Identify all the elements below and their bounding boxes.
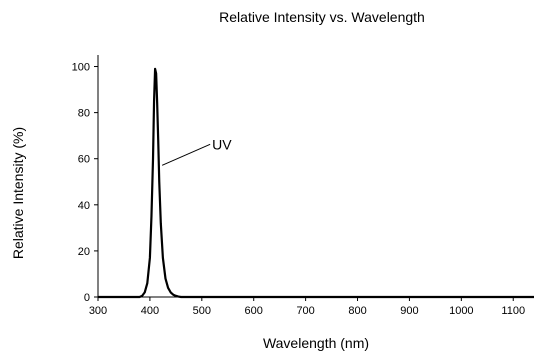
chart-title: Relative Intensity vs. Wavelength: [219, 9, 425, 25]
series-group: [98, 67, 534, 299]
y-axis-label: Relative Intensity (%): [10, 127, 26, 259]
y-tick-label: 60: [78, 154, 90, 166]
y-tick-label: 20: [78, 246, 90, 258]
annotation-label: UV: [212, 136, 232, 152]
y-tick-label: 40: [78, 200, 90, 212]
y-tick-label: 100: [72, 62, 90, 74]
annotation-leader-line: [161, 143, 211, 166]
series-line: [98, 67, 534, 299]
x-tick-label: 1100: [501, 305, 525, 317]
x-tick-label: 600: [245, 305, 263, 317]
x-tick-label: 900: [400, 305, 418, 317]
x-axis-label: Wavelength (nm): [263, 335, 369, 351]
x-tick-label: 300: [89, 305, 107, 317]
x-tick-label: 1000: [449, 305, 473, 317]
x-tick-label: 700: [296, 305, 314, 317]
ticks: 300 400 500 600 700 800 900 1000 1100 0 20 40 60 80 10…: [72, 62, 525, 317]
x-tick-label: 500: [193, 305, 211, 317]
x-tick-label: 400: [141, 305, 159, 317]
annotations: UV: [161, 136, 232, 166]
y-tick-label: 80: [78, 108, 90, 120]
y-tick-label: 0: [84, 292, 90, 304]
x-tick-label: 800: [348, 305, 366, 317]
